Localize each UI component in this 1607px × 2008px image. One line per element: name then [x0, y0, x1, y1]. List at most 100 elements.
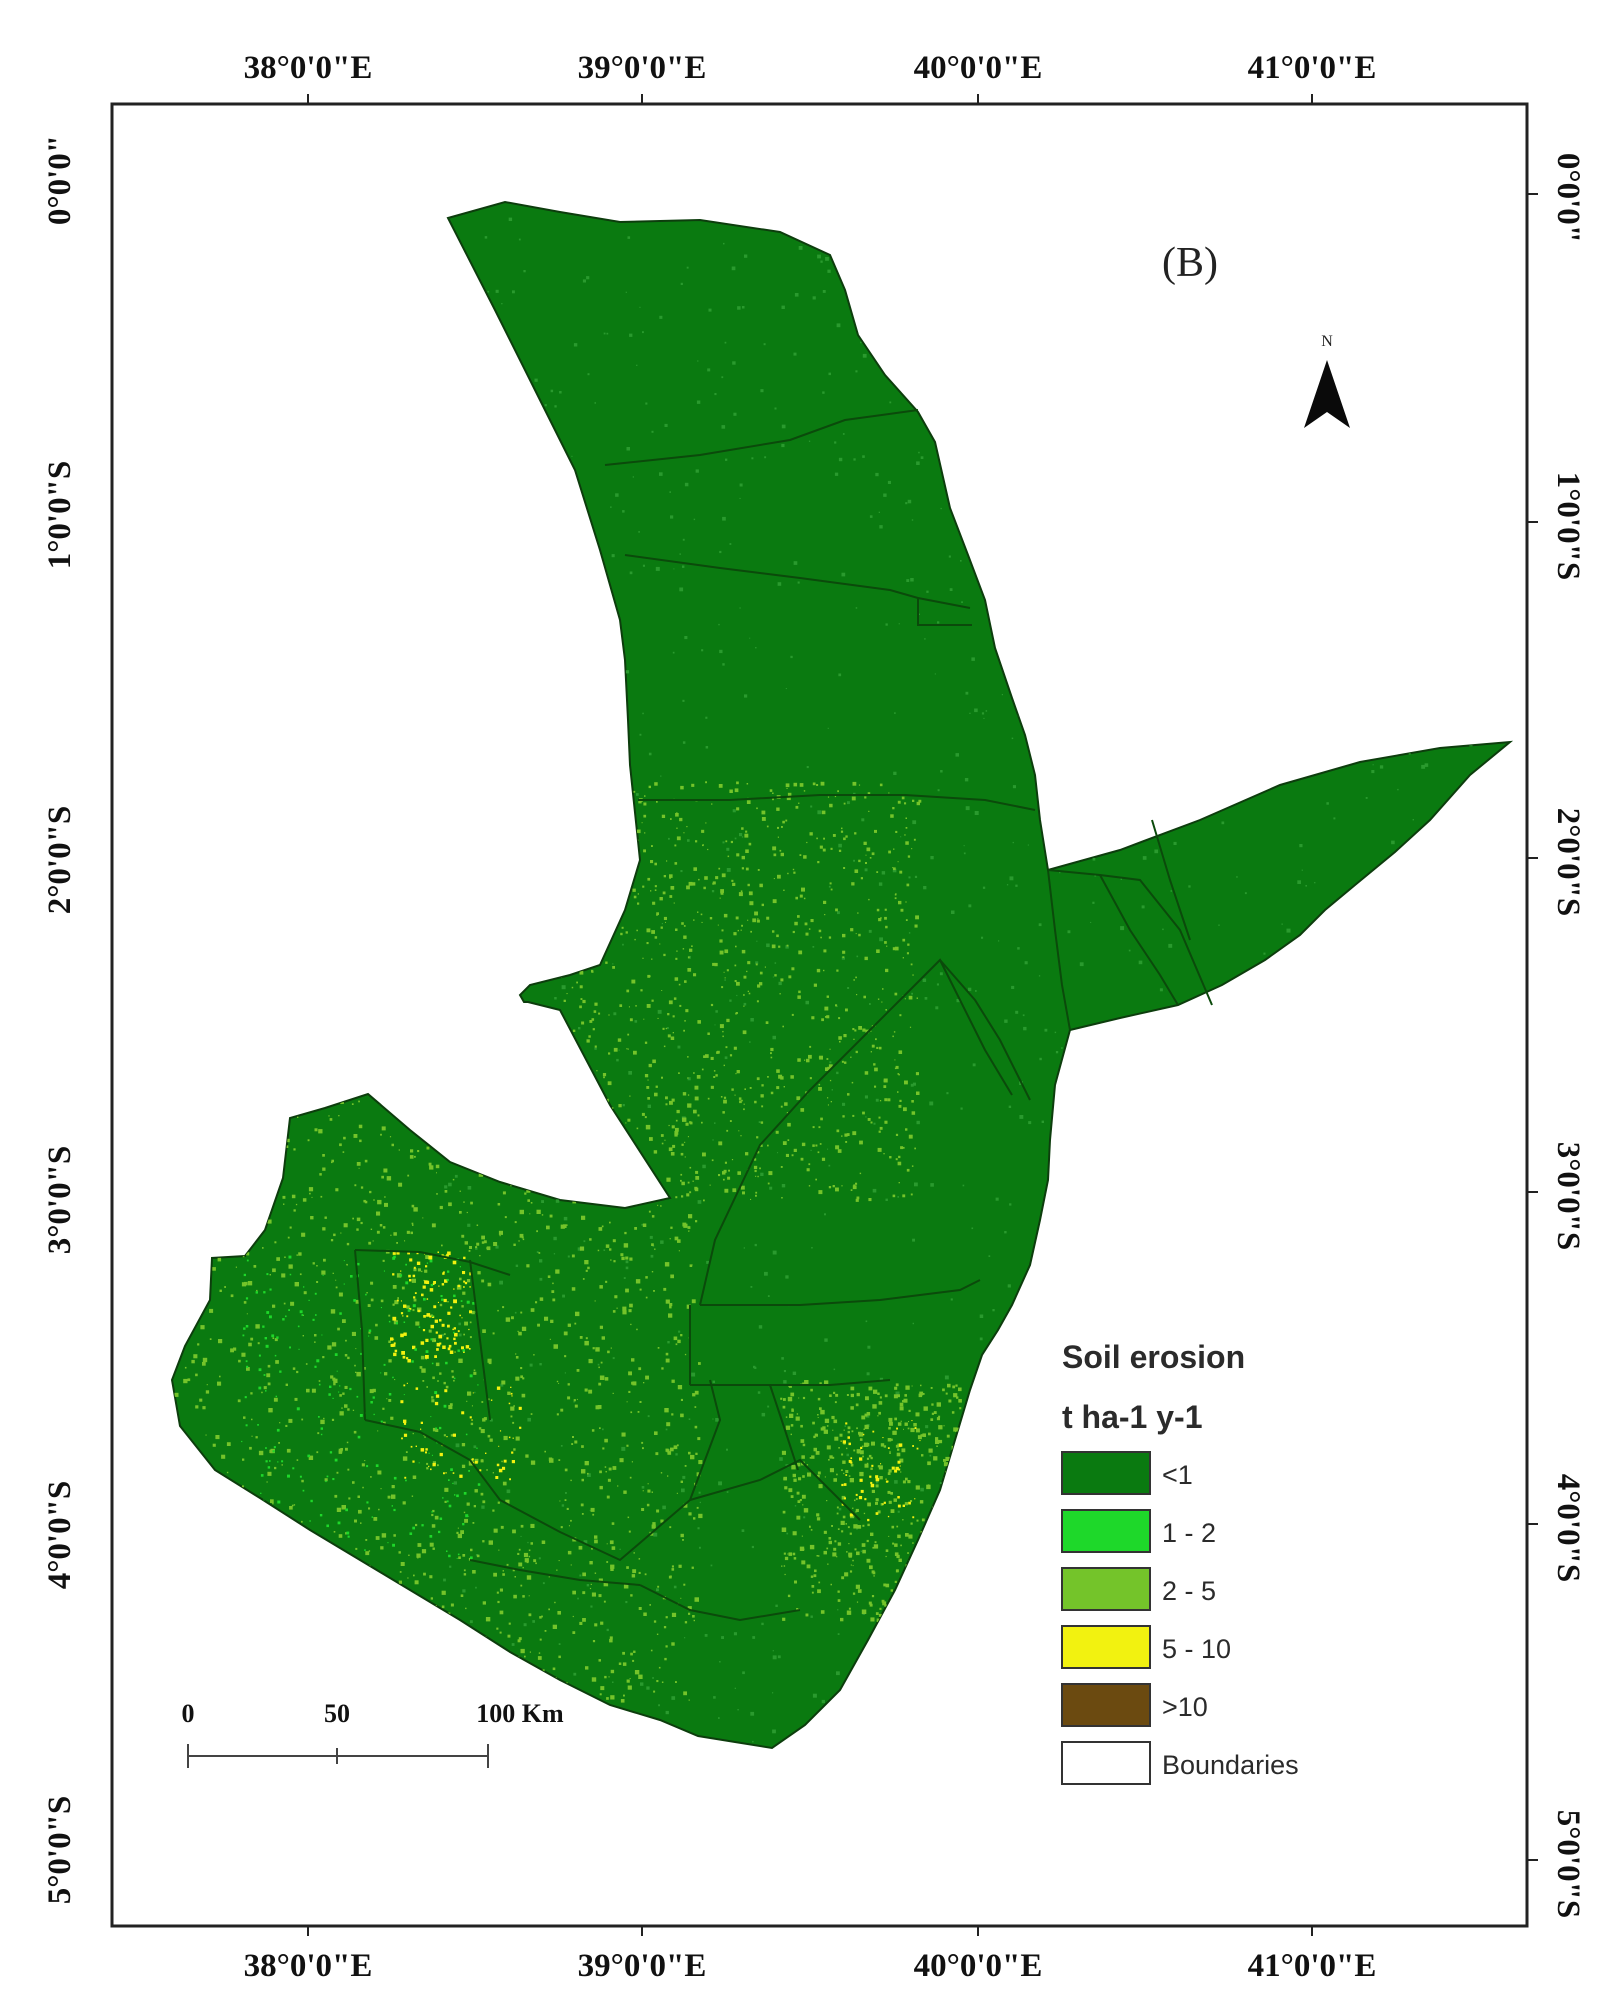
erosion-speckle — [472, 798, 475, 800]
erosion-speckle — [747, 919, 749, 921]
erosion-speckle — [592, 1513, 595, 1516]
erosion-speckle — [488, 334, 491, 337]
erosion-speckle — [905, 817, 907, 819]
erosion-speckle — [548, 1457, 553, 1461]
erosion-speckle — [935, 1531, 937, 1534]
erosion-speckle — [477, 1483, 481, 1486]
erosion-speckle — [354, 1519, 357, 1523]
erosion-speckle — [881, 871, 886, 875]
erosion-speckle — [1454, 1599, 1456, 1602]
erosion-speckle — [948, 1557, 953, 1562]
erosion-speckle — [939, 1533, 943, 1538]
erosion-speckle — [788, 1552, 792, 1556]
erosion-speckle — [609, 1540, 614, 1545]
erosion-speckle — [1137, 1108, 1140, 1111]
erosion-speckle — [863, 1428, 865, 1430]
erosion-speckle — [879, 937, 883, 942]
erosion-speckle — [1380, 494, 1384, 499]
erosion-speckle — [520, 1311, 523, 1314]
erosion-speckle — [1074, 850, 1077, 854]
erosion-speckle — [786, 1112, 789, 1114]
erosion-speckle — [443, 1681, 445, 1684]
erosion-speckle — [233, 1519, 235, 1521]
erosion-speckle — [848, 1554, 852, 1558]
erosion-speckle — [670, 1036, 675, 1040]
erosion-speckle — [499, 1588, 503, 1592]
erosion-speckle — [243, 1416, 246, 1419]
erosion-speckle — [458, 407, 462, 411]
erosion-speckle — [442, 626, 446, 630]
erosion-speckle — [904, 1394, 907, 1397]
erosion-speckle — [947, 1516, 952, 1520]
erosion-speckle — [903, 1583, 905, 1585]
erosion-speckle — [579, 1185, 583, 1189]
erosion-speckle — [867, 1523, 870, 1527]
erosion-speckle — [435, 1164, 440, 1169]
erosion-speckle — [773, 900, 775, 902]
erosion-speckle — [431, 1524, 436, 1528]
erosion-speckle — [444, 1683, 448, 1688]
erosion-speckle — [250, 1337, 254, 1341]
erosion-speckle — [243, 1640, 245, 1642]
erosion-speckle — [437, 1251, 439, 1253]
erosion-speckle — [843, 1483, 847, 1486]
scale-label: 100 Km — [476, 1699, 564, 1728]
erosion-speckle — [376, 1211, 381, 1216]
erosion-speckle — [502, 1191, 506, 1195]
erosion-speckle — [271, 1535, 275, 1538]
erosion-speckle — [517, 1330, 519, 1332]
erosion-speckle — [791, 1154, 794, 1157]
erosion-speckle — [182, 1548, 185, 1551]
erosion-speckle — [808, 1163, 811, 1166]
erosion-speckle — [583, 1540, 588, 1544]
erosion-speckle — [482, 1329, 486, 1333]
erosion-speckle — [512, 1437, 514, 1439]
erosion-speckle — [574, 862, 578, 866]
erosion-speckle — [1141, 905, 1145, 909]
erosion-speckle — [344, 1385, 348, 1389]
erosion-speckle — [830, 888, 833, 891]
north-label: N — [1321, 333, 1333, 350]
erosion-speckle — [895, 830, 898, 833]
erosion-speckle — [735, 1012, 738, 1015]
erosion-speckle — [956, 1396, 959, 1399]
erosion-speckle — [862, 1549, 866, 1554]
erosion-speckle — [724, 1161, 727, 1164]
erosion-speckle — [740, 1185, 745, 1190]
erosion-speckle — [267, 1466, 271, 1469]
erosion-speckle — [949, 239, 953, 243]
erosion-speckle — [871, 1464, 874, 1467]
erosion-speckle — [823, 949, 827, 953]
erosion-speckle — [1334, 1708, 1336, 1710]
erosion-speckle — [756, 1000, 759, 1003]
erosion-speckle — [443, 1381, 446, 1385]
erosion-speckle — [1459, 999, 1461, 1002]
erosion-speckle — [623, 1243, 629, 1248]
erosion-speckle — [861, 1609, 867, 1614]
erosion-speckle — [772, 1250, 777, 1255]
erosion-speckle — [794, 293, 799, 297]
erosion-speckle — [377, 1212, 379, 1214]
erosion-speckle — [954, 1475, 956, 1477]
erosion-speckle — [829, 1455, 833, 1459]
erosion-speckle — [354, 1364, 356, 1367]
erosion-speckle — [756, 807, 758, 810]
erosion-speckle — [356, 1228, 359, 1231]
erosion-speckle — [694, 1390, 699, 1395]
erosion-speckle — [926, 1570, 930, 1574]
erosion-speckle — [1085, 364, 1089, 368]
erosion-speckle — [714, 1122, 716, 1124]
erosion-speckle — [1418, 443, 1420, 446]
erosion-speckle — [502, 1570, 504, 1572]
erosion-speckle — [850, 1406, 854, 1410]
scale-label: 50 — [324, 1699, 350, 1728]
erosion-speckle — [1067, 1153, 1071, 1157]
erosion-speckle — [755, 963, 758, 966]
erosion-speckle — [639, 1155, 642, 1159]
erosion-speckle — [544, 1691, 549, 1696]
erosion-speckle — [907, 943, 910, 946]
erosion-speckle — [411, 1222, 414, 1225]
erosion-speckle — [567, 493, 571, 498]
erosion-speckle — [811, 1247, 813, 1249]
erosion-speckle — [875, 1480, 879, 1484]
